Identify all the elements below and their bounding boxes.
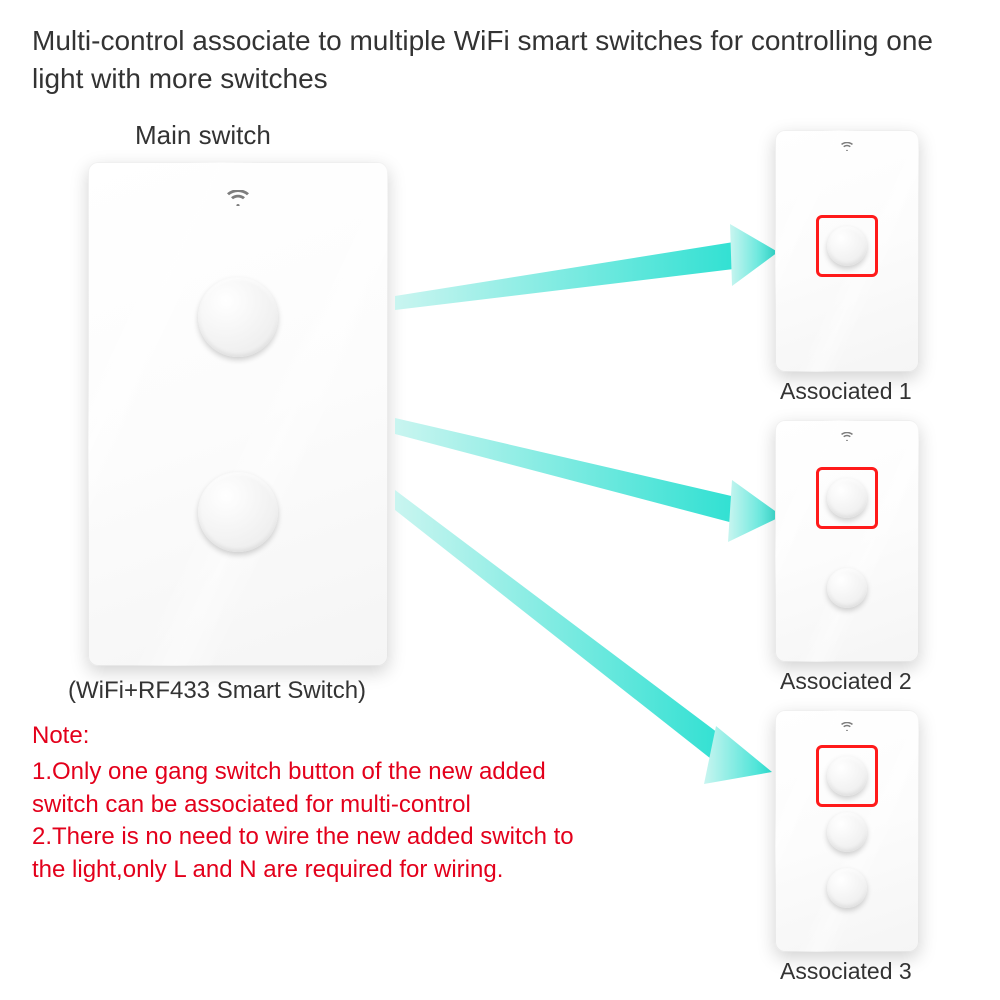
wifi-icon bbox=[841, 432, 853, 444]
assoc2-button-1[interactable] bbox=[827, 478, 867, 518]
associated-panel-2 bbox=[775, 420, 919, 662]
note-block: Note: 1.Only one gang switch button of t… bbox=[32, 720, 612, 886]
main-button-1[interactable] bbox=[198, 277, 278, 357]
note-title: Note: bbox=[32, 720, 612, 752]
note-line-2: 2.There is no need to wire the new added… bbox=[32, 821, 612, 886]
main-switch-label: Main switch bbox=[135, 120, 271, 151]
associated-2-label: Associated 2 bbox=[780, 668, 912, 695]
arrow-2 bbox=[395, 418, 782, 542]
arrow-1 bbox=[395, 224, 778, 310]
main-switch-sublabel: (WiFi+RF433 Smart Switch) bbox=[68, 677, 366, 705]
wifi-icon bbox=[227, 190, 249, 211]
wifi-icon bbox=[841, 142, 853, 154]
assoc3-button-3[interactable] bbox=[827, 868, 867, 908]
associated-3-label: Associated 3 bbox=[780, 958, 912, 985]
assoc3-button-1[interactable] bbox=[827, 756, 867, 796]
page-title: Multi-control associate to multiple WiFi… bbox=[32, 22, 968, 98]
assoc1-button-1[interactable] bbox=[827, 226, 867, 266]
note-line-1: 1.Only one gang switch button of the new… bbox=[32, 756, 612, 821]
assoc3-button-2[interactable] bbox=[827, 812, 867, 852]
associated-panel-1 bbox=[775, 130, 919, 372]
main-switch-panel bbox=[88, 162, 388, 666]
main-button-2[interactable] bbox=[198, 472, 278, 552]
assoc2-button-2[interactable] bbox=[827, 568, 867, 608]
associated-1-label: Associated 1 bbox=[780, 378, 912, 405]
wifi-icon bbox=[841, 722, 853, 734]
associated-panel-3 bbox=[775, 710, 919, 952]
